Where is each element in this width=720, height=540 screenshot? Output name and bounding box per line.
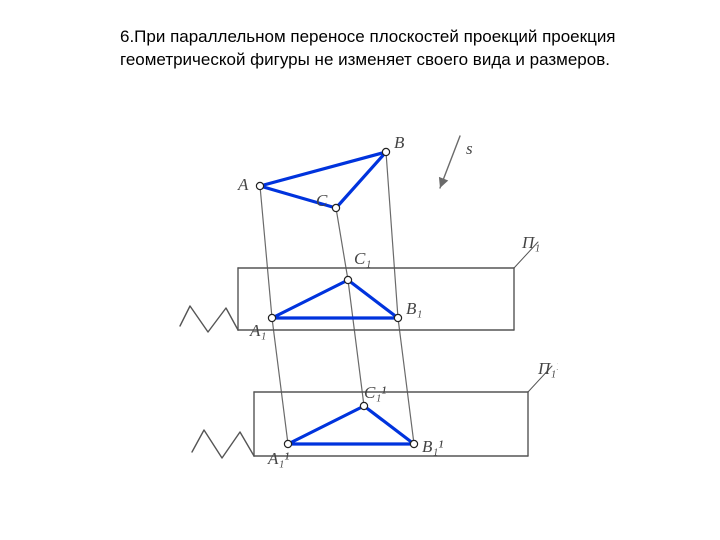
svg-text:C: C	[316, 191, 328, 210]
svg-text:П₁¹: П₁¹	[537, 359, 558, 378]
svg-text:A₁: A₁	[249, 321, 266, 340]
svg-text:A: A	[237, 175, 249, 194]
projection-diagram: A B Cs C₁ A₁ B₁ П₁ C₁¹ A₁¹ B₁¹ П₁¹	[168, 130, 558, 530]
svg-text:B: B	[394, 133, 405, 152]
svg-text:B₁¹: B₁¹	[422, 437, 443, 456]
svg-text:A₁¹: A₁¹	[267, 449, 289, 468]
caption-text: 6.При параллельном переносе плоскостей п…	[120, 26, 620, 72]
svg-text:B₁: B₁	[406, 299, 422, 318]
svg-text:s: s	[466, 139, 473, 158]
svg-text:П₁: П₁	[521, 233, 540, 252]
svg-text:C₁: C₁	[354, 249, 371, 268]
svg-text:C₁¹: C₁¹	[364, 383, 386, 402]
